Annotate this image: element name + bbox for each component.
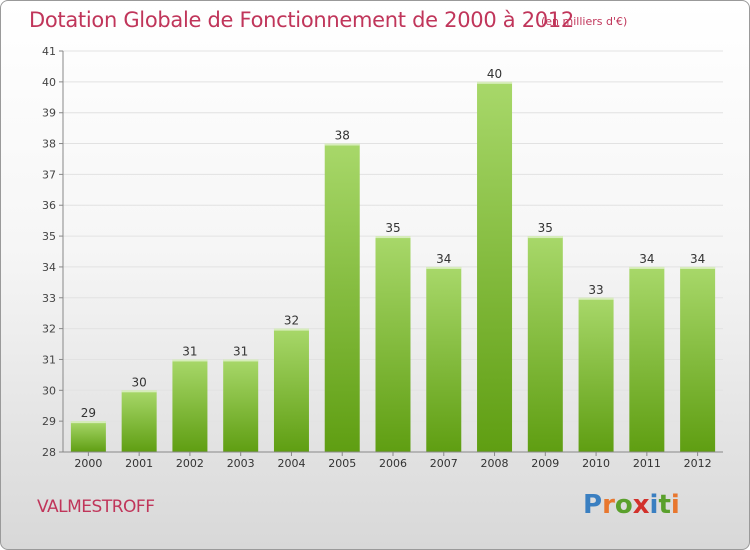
bar-value-label: 31	[182, 344, 197, 358]
bar	[680, 266, 716, 452]
y-tick-label: 31	[42, 353, 56, 366]
y-tick-label: 36	[42, 199, 56, 212]
x-tick-label: 2005	[328, 457, 356, 470]
bar-highlight	[375, 236, 411, 239]
y-tick-label: 37	[42, 168, 56, 181]
x-tick-label: 2011	[633, 457, 661, 470]
y-tick-label: 29	[42, 415, 56, 428]
bar-highlight	[273, 328, 309, 331]
bar-highlight	[223, 359, 259, 362]
proxiti-logo: Proxiti	[583, 490, 680, 520]
x-tick-label: 2010	[582, 457, 610, 470]
bar	[629, 266, 665, 452]
bar	[121, 390, 157, 452]
logo-letter: o	[614, 490, 633, 520]
bar-value-label: 32	[284, 314, 299, 328]
bar-value-label: 30	[132, 375, 147, 389]
bar	[527, 236, 563, 452]
bar-highlight	[629, 266, 665, 269]
bar-value-label: 33	[588, 283, 603, 297]
chart-title: Dotation Globale de Fonctionnement de 20…	[29, 8, 574, 32]
x-tick-label: 2009	[531, 457, 559, 470]
x-tick-label: 2002	[176, 457, 204, 470]
x-axis: 2000 2001 2002 2003 2004 2005 2006 2007 2008 2009…	[63, 451, 723, 470]
y-tick-label: 32	[42, 323, 56, 336]
x-tick-label: 2003	[227, 457, 255, 470]
logo-letter: P	[583, 490, 603, 520]
y-tick-label: 40	[42, 76, 56, 89]
bar	[426, 266, 462, 452]
y-tick-label: 38	[42, 138, 56, 151]
y-tick-label: 34	[42, 261, 56, 274]
bar-value-label: 38	[335, 129, 350, 143]
y-tick-label: 35	[42, 230, 56, 243]
logo-letter: t	[658, 490, 671, 520]
logo-letter: r	[602, 490, 615, 520]
y-axis: 28 29 30 31 32 33 34 35 36 37 38 39 40 41	[42, 45, 64, 459]
bar-highlight	[324, 143, 360, 146]
bar	[172, 359, 208, 452]
y-tick-label: 41	[42, 45, 56, 58]
bars: 29 30 31 31 32 38 35 34 40 35 33 34 34	[70, 67, 716, 453]
bar-value-label: 34	[639, 252, 654, 266]
bar-highlight	[527, 236, 563, 239]
bar-highlight	[172, 359, 208, 362]
bar-value-label: 40	[487, 67, 502, 81]
bar-highlight	[70, 421, 106, 424]
bar-value-label: 31	[233, 344, 248, 358]
bar-value-label: 35	[385, 221, 400, 235]
x-tick-label: 2012	[684, 457, 712, 470]
bar-value-label: 29	[81, 406, 96, 420]
x-tick-label: 2006	[379, 457, 407, 470]
bar-highlight	[426, 266, 462, 269]
logo-letter: x	[632, 490, 650, 520]
bar	[273, 328, 309, 452]
x-tick-label: 2007	[430, 457, 458, 470]
y-tick-label: 30	[42, 384, 56, 397]
y-tick-label: 28	[42, 446, 56, 459]
logo-letter: i	[670, 490, 680, 520]
x-tick-label: 2001	[125, 457, 153, 470]
bar	[477, 81, 513, 452]
bar	[324, 143, 360, 453]
bar-value-label: 35	[538, 221, 553, 235]
bar	[375, 236, 411, 452]
y-tick-label: 33	[42, 292, 56, 305]
x-tick-label: 2004	[277, 457, 305, 470]
x-tick-label: 2008	[481, 457, 509, 470]
x-tick-label: 2000	[74, 457, 102, 470]
bar-highlight	[578, 297, 614, 300]
bar	[70, 421, 106, 452]
bar-highlight	[477, 81, 513, 84]
logo-letter: i	[649, 490, 659, 520]
bar-value-label: 34	[690, 252, 705, 266]
bar	[223, 359, 259, 452]
bar-highlight	[680, 266, 716, 269]
bar-value-label: 34	[436, 252, 451, 266]
commune-name: VALMESTROFF	[37, 497, 155, 517]
bar	[578, 297, 614, 452]
bar-highlight	[121, 390, 157, 393]
y-tick-label: 39	[42, 107, 56, 120]
chart-unit: (en milliers d'€)	[541, 15, 628, 28]
